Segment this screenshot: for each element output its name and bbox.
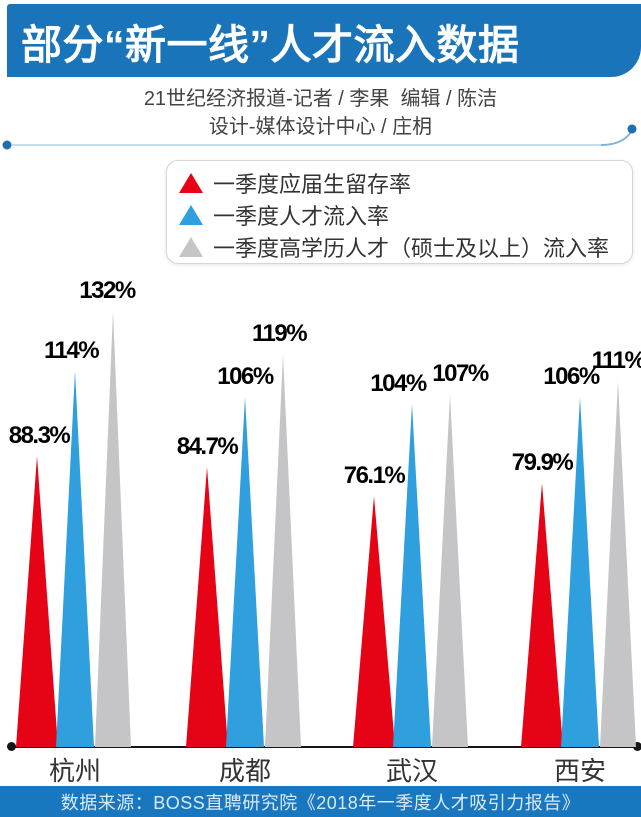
legend-row-retention: 一季度应届生留存率 — [179, 167, 620, 199]
city-label-杭州: 杭州 — [48, 756, 102, 786]
city-label-武汉: 武汉 — [385, 756, 439, 786]
value-label-成都-series1: 106% — [217, 363, 274, 390]
spike-西安-series0 — [521, 483, 563, 747]
legend-row-inflow: 一季度人才流入率 — [179, 199, 620, 231]
legend-box: 一季度应届生留存率 一季度人才流入率 一季度高学历人才（硕士及以上）流入率 — [166, 160, 633, 264]
axis-left-dot-icon — [7, 742, 16, 751]
page-title: 部分“新一线”人才流入数据 — [21, 21, 520, 68]
city-label-成都: 成都 — [218, 756, 272, 786]
value-label-成都-series0: 84.7% — [176, 433, 239, 460]
x-axis-labels: 杭州 成都 武汉 西安 — [0, 751, 641, 786]
spike-西安-series2 — [600, 381, 636, 747]
spike-成都-series2 — [265, 354, 301, 747]
gray-triangle-icon — [179, 237, 203, 257]
red-triangle-icon — [179, 173, 203, 193]
value-label-西安-series1: 106% — [543, 363, 600, 390]
blue-triangle-icon — [179, 205, 203, 225]
spike-武汉-series0 — [353, 496, 395, 747]
value-label-武汉-series1: 104% — [370, 370, 427, 397]
source-text: 数据来源：BOSS直聘研究院《2018年一季度人才吸引力报告》 — [60, 792, 581, 813]
spike-成都-series0 — [186, 467, 228, 747]
spike-武汉-series1 — [393, 404, 431, 747]
legend-label-inflow: 一季度人才流入率 — [213, 204, 390, 229]
legend-row-highly-educated: 一季度高学历人才（硕士及以上）流入率 — [179, 231, 620, 263]
value-label-武汉-series2: 107% — [432, 360, 489, 387]
value-label-杭州-series1: 114% — [43, 337, 100, 364]
byline-designer: 设计-媒体设计中心 / 庄枂 — [208, 116, 433, 138]
divider-right-dot-icon — [627, 124, 637, 134]
byline-reporter-editor: 21世纪经济报道-记者 / 李果 编辑 / 陈洁 — [143, 88, 498, 110]
legend-label-retention: 一季度应届生留存率 — [213, 172, 412, 197]
divider-curve — [600, 131, 632, 146]
x-axis-line — [11, 746, 639, 748]
spike-杭州-series0 — [16, 456, 58, 747]
value-label-西安-series0: 79.9% — [511, 449, 574, 476]
spike-chart: 杭州 成都 武汉 西安 88.3% 84.7% 76.1% 79.9% 114% 106% 104… — [0, 277, 641, 786]
byline: 21世纪经济报道-记者 / 李果 编辑 / 陈洁 设计-媒体设计中心 / 庄枂 — [0, 85, 641, 141]
divider-left-dot-icon — [2, 140, 12, 150]
spike-武汉-series2 — [432, 394, 468, 747]
value-label-成都-series2: 119% — [251, 320, 308, 347]
value-label-杭州-series0: 88.3% — [8, 422, 71, 449]
legend-label-highly-educated: 一季度高学历人才（硕士及以上）流入率 — [213, 236, 610, 261]
value-label-杭州-series2: 132% — [79, 277, 136, 304]
value-label-西安-series2: 111% — [591, 347, 641, 374]
header-banner: 部分“新一线”人才流入数据 — [7, 4, 641, 77]
spike-杭州-series2 — [95, 311, 131, 747]
source-footer: 数据来源：BOSS直聘研究院《2018年一季度人才吸引力报告》 — [0, 786, 641, 817]
axis-right-dot-icon — [633, 742, 641, 751]
divider-flourish — [2, 124, 637, 150]
city-label-西安: 西安 — [553, 756, 607, 786]
value-label-武汉-series0: 76.1% — [343, 462, 406, 489]
